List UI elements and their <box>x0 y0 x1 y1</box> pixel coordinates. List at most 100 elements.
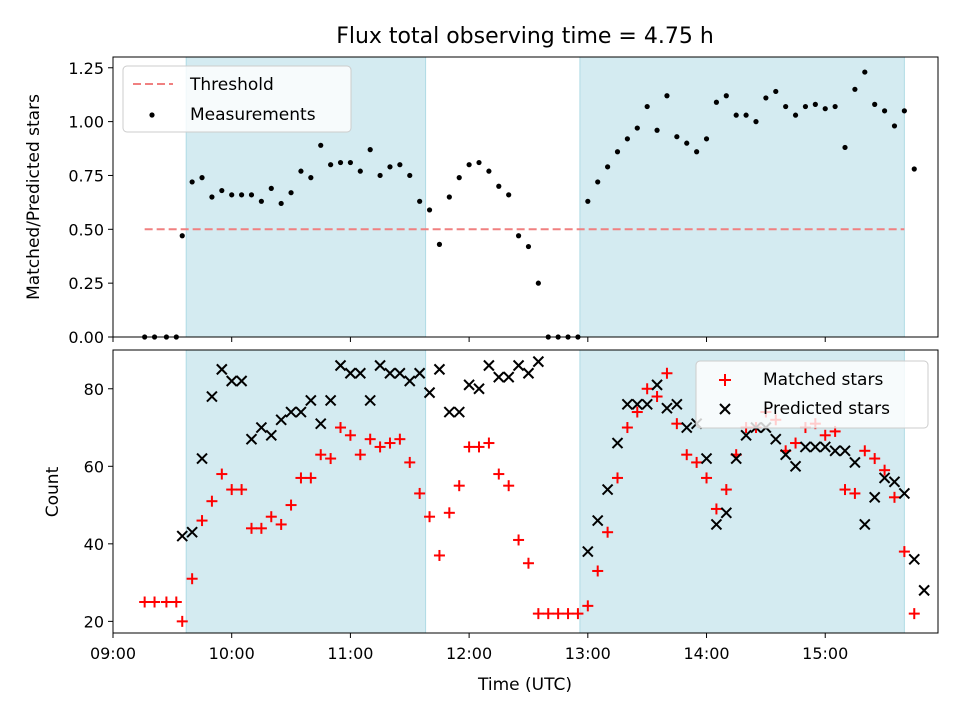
matched-star-point-5 <box>186 573 198 585</box>
predicted-star-point-36 <box>532 355 545 368</box>
measurement-point-19 <box>328 162 334 168</box>
predicted-star-point-3 <box>206 390 218 403</box>
predicted-star-point-5 <box>225 375 238 387</box>
measurement-point-31 <box>446 194 452 200</box>
predicted-star-point-50 <box>710 518 723 531</box>
matched-legend-label: Matched stars <box>763 370 883 390</box>
predicted-star-point-17 <box>344 367 357 379</box>
measurement-point-74 <box>872 101 878 107</box>
matched-star-point-54 <box>671 418 683 430</box>
measurement-point-29 <box>426 207 433 213</box>
bottom-y-tick-label-1: 40 <box>84 535 104 554</box>
predicted-star-point-53 <box>740 429 752 441</box>
matched-star-point-1 <box>149 596 161 608</box>
predicted-star-point-12 <box>295 406 307 418</box>
predicted-star-point-67 <box>878 472 891 484</box>
predicted-star-point-66 <box>868 491 881 504</box>
predicted-star-point-59 <box>799 441 812 453</box>
bottom-shaded-interval-0 <box>185 349 427 634</box>
predicted-star-point-15 <box>324 394 337 407</box>
measurement-point-39 <box>525 243 532 250</box>
bottom-y-tick-label-3: 80 <box>84 380 104 399</box>
measurement-point-75 <box>881 108 888 114</box>
measurement-point-35 <box>486 168 492 174</box>
predicted-star-point-40 <box>611 437 624 449</box>
predicted-star-point-49 <box>700 452 713 465</box>
measurement-point-15 <box>288 190 294 196</box>
matched-star-point-66 <box>790 437 802 449</box>
matched-star-point-32 <box>453 480 465 492</box>
predicted-star-point-58 <box>789 460 802 473</box>
matched-star-point-71 <box>839 484 851 496</box>
measurement-point-25 <box>387 164 393 170</box>
measurement-point-18 <box>318 142 324 148</box>
predicted-star-point-35 <box>522 367 535 379</box>
measurement-point-48 <box>614 149 621 155</box>
predicted-star-point-27 <box>443 406 456 418</box>
measurement-point-30 <box>436 241 443 247</box>
measurements-legend-label: Measurements <box>190 105 316 125</box>
measurement-point-55 <box>684 140 690 146</box>
measurement-point-16 <box>298 168 304 174</box>
predicted-legend-marker <box>719 403 731 415</box>
measurement-point-26 <box>397 162 403 168</box>
predicted-star-point-14 <box>315 417 327 430</box>
measurement-point-63 <box>763 95 769 101</box>
matched-star-point-31 <box>443 507 455 519</box>
measurement-point-7 <box>209 194 215 200</box>
matched-star-point-6 <box>196 515 208 527</box>
predicted-star-point-2 <box>196 452 208 465</box>
measurement-point-65 <box>783 103 789 110</box>
measurement-point-10 <box>238 192 245 198</box>
predicted-star-point-71 <box>918 584 930 597</box>
matched-star-point-22 <box>354 449 366 461</box>
matched-star-point-46 <box>592 565 604 577</box>
measurement-point-76 <box>891 123 898 129</box>
predicted-star-point-42 <box>631 398 643 410</box>
matched-star-point-48 <box>611 472 623 484</box>
measurement-point-5 <box>189 179 195 185</box>
predicted-star-point-64 <box>849 456 861 469</box>
matched-star-point-37 <box>503 480 515 492</box>
matched-star-point-7 <box>206 495 218 507</box>
measurement-point-72 <box>852 86 858 92</box>
measurement-point-13 <box>268 185 274 191</box>
predicted-star-point-57 <box>779 448 792 461</box>
measurement-point-68 <box>812 101 818 107</box>
measurement-point-53 <box>664 93 670 99</box>
predicted-star-point-18 <box>354 367 367 379</box>
measurement-point-73 <box>862 69 868 75</box>
matched-star-point-0 <box>139 596 151 608</box>
measurement-point-71 <box>842 144 848 151</box>
predicted-star-point-31 <box>483 359 495 372</box>
matched-star-point-3 <box>170 596 182 608</box>
bottom-legend: Matched stars Predicted stars <box>695 360 929 429</box>
matched-star-point-12 <box>255 522 267 534</box>
measurement-point-46 <box>595 179 601 185</box>
matched-star-point-55 <box>681 449 693 461</box>
top-y-tick-label-4: 1.00 <box>68 113 104 132</box>
matched-star-point-77 <box>898 546 910 558</box>
matched-star-point-73 <box>859 445 871 457</box>
predicted-star-point-0 <box>176 530 188 542</box>
predicted-star-point-52 <box>730 452 742 465</box>
predicted-star-point-41 <box>621 398 634 410</box>
matched-star-point-20 <box>335 422 347 434</box>
matched-star-point-33 <box>463 441 475 453</box>
predicted-star-point-7 <box>245 433 258 445</box>
x-tick-label-4: 13:00 <box>565 644 611 663</box>
threshold-legend-label: Threshold <box>189 75 274 95</box>
predicted-star-point-13 <box>305 394 317 407</box>
predicted-star-point-70 <box>908 553 920 566</box>
measurement-point-23 <box>367 147 373 153</box>
top-y-tick-label-1: 0.25 <box>68 274 104 293</box>
matched-star-point-21 <box>344 429 356 441</box>
bottom-panel: 20 40 60 80 09:00 10:00 11:00 12:00 13:00 14:00 1… <box>43 349 939 695</box>
matched-star-point-13 <box>265 511 277 523</box>
matched-star-point-16 <box>295 472 307 484</box>
bottom-legend-box <box>695 360 929 429</box>
predicted-star-point-45 <box>661 402 673 414</box>
predicted-star-point-44 <box>651 379 663 391</box>
measurement-point-40 <box>535 280 541 286</box>
